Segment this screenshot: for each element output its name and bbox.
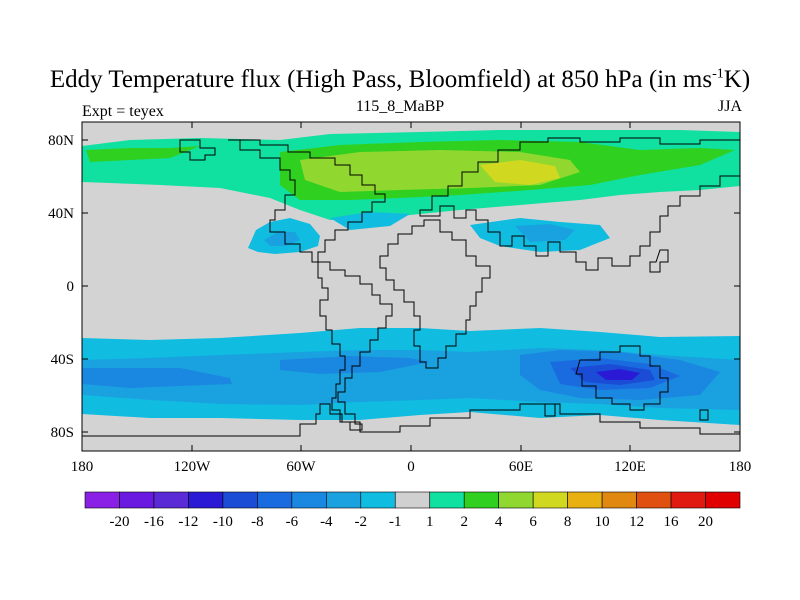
contour-fill [82,130,740,425]
lat-axis: 80N 40N 0 40S 80S [48,133,740,441]
lon-label-180e: 180 [729,459,752,475]
colorbar-box [360,491,396,509]
colorbar-label: -16 [144,514,164,530]
chart-title: Eddy Temperature flux (High Pass, Bloomf… [49,66,751,93]
lon-label-60w: 60W [286,459,316,475]
colorbar-box [636,491,672,509]
colorbar-label: -4 [320,514,333,530]
nh-neg-3b [515,224,575,242]
colorbar-label: 12 [629,514,644,530]
colorbar-box [705,491,741,509]
colorbar-box [326,491,362,509]
lon-label-120w: 120W [174,459,212,475]
colorbar-label: -6 [286,514,299,530]
band-pos-2a [86,146,200,162]
colorbar-label: 8 [564,514,572,530]
colorbar-box [670,491,706,509]
lat-label-80s: 80S [51,425,74,441]
colorbar-box [84,491,120,509]
nh-neg-1b [264,232,300,246]
colorbar-box [567,491,603,509]
lon-label-180w: 180 [71,459,94,475]
colorbar-label: -2 [355,514,368,530]
experiment-label: Expt = teyex [82,103,164,120]
colorbar-label: 4 [495,514,503,530]
south-america-outline [317,261,393,431]
band-neg-6b [280,356,430,374]
north-america-outline [228,139,386,263]
band-neg-12 [596,369,640,380]
colorbar: -20 -16 -12 -10 -8 -6 -4 -2 -1 1 2 4 6 8 10 12 16 20 [84,491,741,530]
colorbar-label: 2 [460,514,468,530]
australia-outline [575,345,669,411]
band-neg-6a [82,368,232,388]
colorbar-label: 20 [698,514,713,530]
lon-label-0: 0 [407,459,415,475]
season-label: JJA [717,98,742,115]
africa-outline [379,219,491,369]
nh-neg-2 [330,212,410,230]
colorbar-box [119,491,155,509]
colorbar-label: -12 [178,514,198,530]
colorbar-box [463,491,499,509]
chart-subtitle: 115_8_MaBP [355,98,445,115]
colorbar-label: -1 [389,514,402,530]
colorbar-box [429,491,465,509]
lat-label-40n: 40N [48,206,74,222]
band-pos-6 [480,160,560,185]
colorbar-box [222,491,258,509]
colorbar-box [257,491,293,509]
lat-label-0: 0 [67,279,75,295]
colorbar-label: 6 [529,514,537,530]
colorbar-label: 1 [426,514,434,530]
lon-axis: 180 120W 60W 0 60E 120E 180 [71,122,752,475]
lat-label-40s: 40S [51,352,74,368]
eurasia-outline [419,137,740,271]
island-outline [544,403,556,417]
colorbar-box [394,491,431,509]
antarctica-outline [82,403,740,451]
greenland-outline [179,139,216,161]
colorbar-box [601,491,637,509]
colorbar-label: -8 [251,514,264,530]
new-zealand-outline [699,409,709,421]
colorbar-box [291,491,327,509]
coastlines [82,137,740,451]
lon-label-60e: 60E [509,459,533,475]
colorbar-box [532,491,568,509]
colorbar-box [153,491,189,509]
lat-label-80n: 80N [48,133,74,149]
japan-outline [649,249,669,273]
colorbar-label: -10 [213,514,233,530]
colorbar-label: -20 [109,514,129,530]
colorbar-label: 16 [664,514,680,530]
colorbar-box [188,491,224,509]
colorbar-box [498,491,534,509]
colorbar-label: 10 [595,514,610,530]
lon-label-120e: 120E [614,459,646,475]
